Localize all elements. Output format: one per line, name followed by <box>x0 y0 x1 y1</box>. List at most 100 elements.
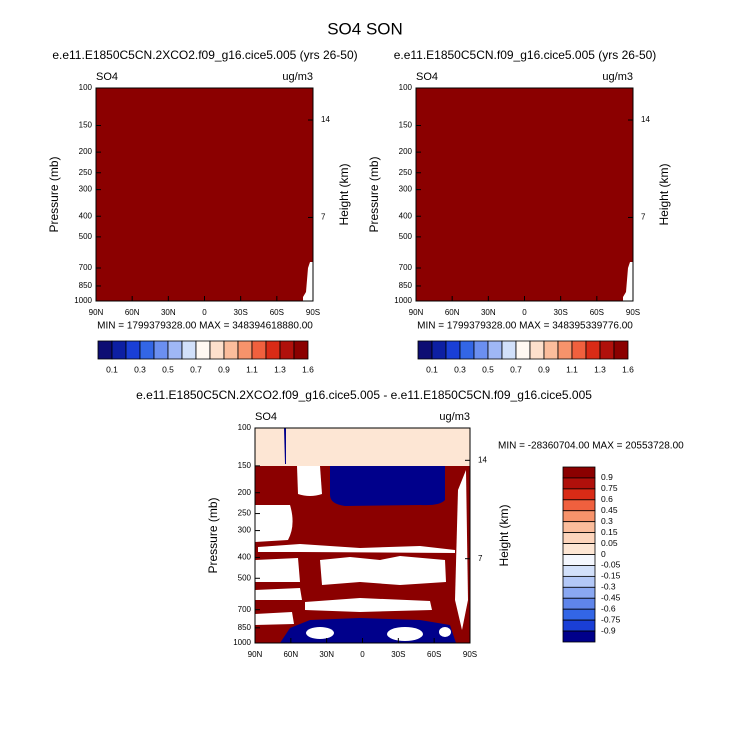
colorbar-label: 1.1 <box>246 364 258 374</box>
colorbar-label: 1.3 <box>274 364 286 374</box>
x-tick-label: 30N <box>161 308 176 317</box>
colorbar-box <box>585 340 601 360</box>
colorbar-box <box>562 619 596 632</box>
colorbar-box <box>445 340 461 360</box>
colorbar-box <box>557 340 573 360</box>
colorbar-label: 1.3 <box>594 364 606 374</box>
colorbar-label: -0.15 <box>601 571 621 581</box>
contour-fill <box>284 428 286 464</box>
colorbar-box <box>562 565 596 577</box>
colorbar-box <box>562 543 596 555</box>
colorbar-box <box>265 340 281 360</box>
colorbar-box <box>562 521 596 534</box>
colorbar-box <box>515 340 531 360</box>
panel-title: e.e11.E1850C5CN.f09_g16.cice5.005 (yrs 2… <box>394 48 657 62</box>
colorbar-label: 1.6 <box>302 364 314 374</box>
colorbar-box <box>562 466 596 479</box>
y2-axis-label: Height (km) <box>657 163 671 225</box>
x-tick-label: 0 <box>522 308 527 317</box>
y2-axis-label: Height (km) <box>497 504 511 566</box>
colorbar-box <box>167 340 183 360</box>
colorbar-box <box>487 340 503 360</box>
colorbar-box <box>195 340 211 360</box>
contour-fill <box>416 88 633 301</box>
y-tick-label: 700 <box>399 263 413 272</box>
colorbar-box <box>599 340 615 360</box>
contour-fill <box>280 618 456 643</box>
colorbar-box <box>562 608 596 621</box>
y-tick-label: 250 <box>399 168 413 177</box>
colorbar-box <box>543 340 559 360</box>
y-tick-label: 200 <box>399 147 413 156</box>
colorbar-box <box>417 340 433 360</box>
contour-fill <box>297 466 322 496</box>
y2-tick-label: 14 <box>321 115 330 124</box>
colorbar-box <box>562 532 596 544</box>
contour-fill <box>387 627 423 641</box>
colorbar-box <box>562 586 596 599</box>
colorbar-label: 1.6 <box>622 364 634 374</box>
y-tick-label: 150 <box>238 461 252 470</box>
colorbar-box <box>125 340 141 360</box>
x-tick-label: 60N <box>283 650 298 659</box>
y-tick-label: 150 <box>399 121 413 130</box>
y-tick-label: 100 <box>399 83 413 92</box>
x-tick-label: 90S <box>626 308 640 317</box>
colorbar-box <box>473 340 489 360</box>
colorbar-label: 0.3 <box>134 364 146 374</box>
colorbar-box <box>279 340 295 360</box>
y-tick-label: 850 <box>238 623 252 632</box>
colorbar-box <box>111 340 127 360</box>
colorbar-label: 0.9 <box>601 472 613 482</box>
colorbar-label: 0.05 <box>601 538 618 548</box>
x-tick-label: 90N <box>248 650 263 659</box>
colorbar-label: 0.3 <box>454 364 466 374</box>
colorbar-label: 1.1 <box>566 364 578 374</box>
y-tick-label: 150 <box>79 121 93 130</box>
contour-fill <box>455 470 468 630</box>
contour-fields <box>96 88 633 643</box>
stats-label: MIN = 1799379328.00 MAX = 348394618880.0… <box>97 321 313 332</box>
x-tick-label: 90S <box>463 650 477 659</box>
y-tick-label: 300 <box>399 185 413 194</box>
colorbar-box <box>431 340 447 360</box>
x-tick-label: 60S <box>590 308 604 317</box>
stats-label: MIN = 1799379328.00 MAX = 348395339776.0… <box>417 321 633 332</box>
contour-fill <box>303 262 313 301</box>
colorbar-box <box>562 488 596 501</box>
contour-fill <box>255 505 293 542</box>
colorbar-box <box>562 597 596 610</box>
colorbar-label: 0.1 <box>106 364 118 374</box>
colorbar-label: 0.15 <box>601 527 618 537</box>
contour-fill <box>255 558 300 582</box>
y-tick-label: 100 <box>79 83 93 92</box>
y-tick-label: 500 <box>79 232 93 241</box>
contour-fill <box>255 612 294 625</box>
colorbar-box <box>251 340 267 360</box>
colorbar-box <box>562 510 596 523</box>
colorbar-box <box>293 340 309 360</box>
right-label: ug/m3 <box>282 71 313 83</box>
colorbar-box <box>529 340 545 360</box>
colorbar-box <box>459 340 475 360</box>
x-tick-label: 60S <box>427 650 441 659</box>
contour-fill <box>305 598 432 612</box>
colorbar-box <box>562 554 596 566</box>
x-tick-label: 0 <box>202 308 207 317</box>
panel-title: e.e11.E1850C5CN.2XCO2.f09_g16.cice5.005 … <box>136 388 592 402</box>
colorbar-label: -0.6 <box>601 603 616 613</box>
colorbar-box <box>571 340 587 360</box>
colorbar-label: 0.9 <box>218 364 230 374</box>
colorbar-label: 0.3 <box>601 516 613 526</box>
y-tick-label: 300 <box>238 526 252 535</box>
colorbar-label: -0.9 <box>601 625 616 635</box>
contour-fill <box>258 544 455 553</box>
panel-title: e.e11.E1850C5CN.2XCO2.f09_g16.cice5.005 … <box>52 48 357 62</box>
stats-label: MIN = -28360704.00 MAX = 20553728.00 <box>498 441 684 452</box>
colorbar-label: 0 <box>601 549 606 559</box>
colorbar-box <box>153 340 169 360</box>
right-label: ug/m3 <box>602 71 633 83</box>
colorbar-label: 0.45 <box>601 505 618 515</box>
x-tick-label: 60S <box>270 308 284 317</box>
contour-fill <box>306 627 334 639</box>
